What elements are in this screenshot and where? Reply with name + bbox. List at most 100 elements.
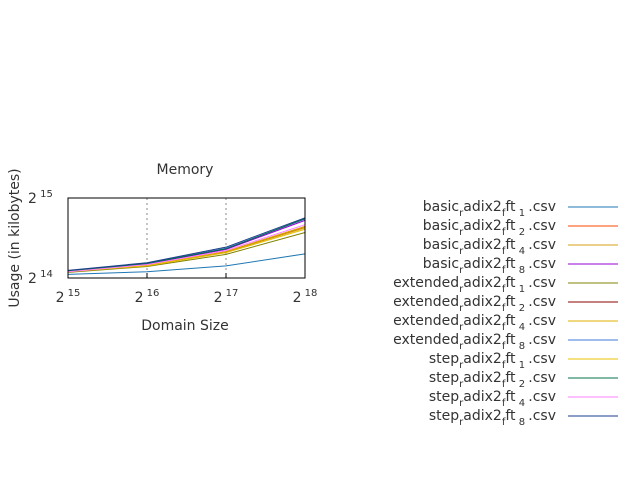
legend-subscript: f: [502, 303, 506, 314]
x-tick-label: 2 16: [135, 288, 160, 306]
legend-text: basic: [423, 237, 459, 253]
legend-subscript: 2: [516, 303, 529, 314]
legend-subscript: r: [459, 227, 464, 238]
legend-subscript: r: [459, 265, 464, 276]
legend-text: ft: [505, 256, 516, 272]
legend-text: step: [429, 389, 459, 405]
legend-subscript: f: [502, 379, 506, 390]
legend-subscript: 2: [516, 227, 529, 238]
legend-text: adix2: [463, 199, 502, 215]
legend-text: .csv: [528, 294, 556, 310]
legend-text: step: [429, 351, 459, 367]
x-tick-base: 2: [214, 290, 223, 306]
legend-text: ft: [505, 237, 516, 253]
legend-label: extendedradix2fft 8 .csv: [393, 332, 556, 352]
y-tick-base: 2: [28, 191, 37, 207]
legend-label: extendedradix2fft 2 .csv: [393, 294, 556, 314]
legend-subscript: r: [459, 360, 464, 371]
legend-text: extended: [393, 313, 459, 329]
legend-text: adix2: [463, 332, 502, 348]
x-tick-exponent: 18: [302, 288, 318, 299]
x-tick-base: 2: [293, 290, 302, 306]
legend-text: adix2: [463, 275, 502, 291]
legend-subscript: 1: [516, 208, 529, 219]
legend-subscript: r: [459, 398, 464, 409]
legend-label: basicradix2fft 4 .csv: [423, 237, 556, 257]
legend-text: .csv: [528, 313, 556, 329]
x-tick-label: 2 15: [56, 288, 81, 306]
chart-title: Memory: [157, 162, 214, 178]
legend-subscript: r: [459, 303, 464, 314]
x-tick-base: 2: [135, 290, 144, 306]
legend-text: step: [429, 408, 459, 424]
legend-text: ft: [505, 294, 516, 310]
series-line: [67, 219, 306, 272]
legend-text: adix2: [463, 408, 502, 424]
legend-subscript: f: [502, 417, 506, 428]
x-axis-label: Domain Size: [141, 318, 229, 334]
x-tick-exponent: 17: [223, 288, 239, 299]
legend-label: basicradix2fft 2 .csv: [423, 218, 556, 238]
legend-text: ft: [505, 313, 516, 329]
legend-text: adix2: [463, 237, 502, 253]
y-tick-label: 2 15: [28, 189, 53, 207]
legend-text: extended: [393, 275, 459, 291]
series-lines: [67, 217, 306, 275]
legend-subscript: f: [502, 322, 506, 333]
series-line: [67, 218, 306, 272]
x-tick-base: 2: [56, 290, 65, 306]
y-tick-exponent: 15: [37, 189, 53, 200]
legend-subscript: r: [459, 379, 464, 390]
legend-subscript: f: [502, 265, 506, 276]
legend-subscript: 1: [516, 284, 529, 295]
legend-text: extended: [393, 332, 459, 348]
legend-subscript: f: [502, 360, 506, 371]
legend-subscript: r: [459, 322, 464, 333]
x-tick-exponent: 15: [65, 288, 81, 299]
y-tick-label: 2 14: [28, 269, 53, 287]
series-line: [67, 253, 306, 275]
legend-text: ft: [505, 199, 516, 215]
legend-text: ft: [505, 275, 516, 291]
series-line: [67, 218, 306, 272]
legend-subscript: 1: [516, 360, 529, 371]
legend-subscript: f: [502, 227, 506, 238]
legend-subscript: 8: [516, 417, 529, 428]
series-line: [67, 224, 306, 273]
legend-subscript: f: [502, 341, 506, 352]
legend-text: basic: [423, 218, 459, 234]
legend-text: step: [429, 370, 459, 386]
legend-text: basic: [423, 256, 459, 272]
legend-subscript: 8: [516, 341, 529, 352]
series-line: [67, 232, 306, 273]
legend-subscript: 4: [516, 398, 529, 409]
legend-text: adix2: [463, 389, 502, 405]
legend-subscript: 8: [516, 265, 529, 276]
x-tick-exponent: 16: [144, 288, 160, 299]
legend-text: adix2: [463, 351, 502, 367]
legend-text: .csv: [528, 275, 556, 291]
y-axis-label: Usage (in kilobytes): [7, 168, 23, 307]
legend-label: basicradix2fft 8 .csv: [423, 256, 556, 276]
legend-subscript: r: [459, 417, 464, 428]
legend-text: adix2: [463, 313, 502, 329]
legend-subscript: r: [459, 208, 464, 219]
legend-text: ft: [505, 408, 516, 424]
legend-subscript: f: [502, 398, 506, 409]
legend-label: stepradix2fft 4 .csv: [429, 389, 556, 409]
legend-text: .csv: [528, 237, 556, 253]
legend-text: ft: [505, 370, 516, 386]
legend-text: adix2: [463, 256, 502, 272]
legend-text: basic: [423, 199, 459, 215]
legend-text: .csv: [528, 199, 556, 215]
legend-text: .csv: [528, 332, 556, 348]
legend-text: ft: [505, 351, 516, 367]
series-line: [67, 228, 306, 273]
legend-subscript: 2: [516, 379, 529, 390]
legend-text: adix2: [463, 294, 502, 310]
y-tick-exponent: 14: [37, 269, 53, 280]
legend-text: .csv: [528, 351, 556, 367]
legend-text: ft: [505, 218, 516, 234]
